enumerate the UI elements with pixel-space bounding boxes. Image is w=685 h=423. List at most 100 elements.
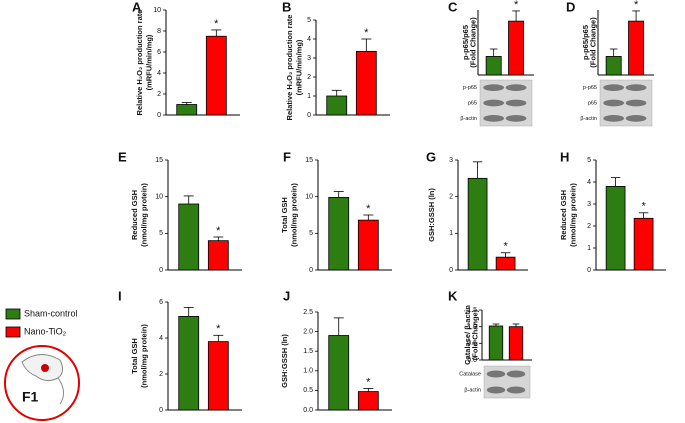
significance-marker: *: [641, 201, 646, 213]
bar: [207, 341, 229, 411]
blot-band: [483, 99, 505, 107]
bar: [207, 240, 229, 271]
chart-panel: K Catalase/ β-actin(Fold Change)0.0 0.5 1.0…: [448, 288, 532, 399]
y-tick-label: 15: [305, 157, 313, 164]
error-bar: [492, 323, 500, 326]
bar: [605, 56, 622, 76]
y-axis-label: Total GSH: [280, 197, 289, 233]
blot-band: [505, 99, 527, 107]
error-bar: [213, 334, 224, 342]
significance-marker: *: [514, 0, 519, 11]
y-tick-label: 5: [159, 230, 163, 237]
error-bar: [181, 102, 192, 105]
y-tick-label: 2: [157, 91, 161, 98]
y-tick-label: 1.0: [467, 324, 477, 331]
y-tick-label: 1: [449, 230, 453, 237]
bar: [467, 177, 488, 271]
chart-panel: J GSH:GSSH (ln) 0.0 0.5 1.0 1.5 2.0 2.5 *: [280, 288, 392, 414]
bar: [633, 217, 654, 271]
error-bar: [211, 29, 222, 37]
y-axis-label: Reduced GSH: [559, 190, 568, 240]
chart-panel: F Total GSH (nmol/mg protein) 0 5 10 15 *: [280, 149, 392, 274]
chart-panel: H Reduced GSH (nmol/mg protein) 0 1 2 3 4 5 *: [559, 149, 666, 274]
blot-band: [505, 114, 527, 122]
error-bar: [363, 388, 374, 392]
significance-marker: *: [216, 225, 221, 237]
panel-letter: J: [283, 288, 290, 303]
y-axis-label: (nmol/mg protein): [139, 324, 148, 388]
y-tick-label: 2: [587, 223, 591, 230]
y-tick-label: 4: [307, 36, 311, 43]
blot-band: [625, 99, 647, 107]
error-bar: [632, 10, 640, 22]
blot-label: p-p65: [463, 85, 477, 91]
y-tick-label: 1: [587, 245, 591, 252]
bar: [178, 203, 200, 271]
y-tick-label: 1: [307, 93, 311, 100]
y-tick-label: 0.0: [467, 357, 477, 364]
blot-label: β-actin: [460, 116, 477, 122]
blot-band: [483, 114, 505, 122]
blot-band: [603, 84, 625, 92]
y-axis-label: (mRFU/min/mg): [144, 34, 153, 90]
error-bar: [609, 48, 618, 57]
bar: [326, 95, 348, 116]
chart-panel: G GSH:GSSH (ln) 0 1 2 3 *: [426, 149, 528, 274]
significance-marker: *: [366, 376, 371, 388]
significance-marker: *: [216, 323, 221, 335]
error-bar: [610, 177, 621, 187]
blot-label: p65: [588, 100, 597, 106]
y-axis-label: (nmol/mg protein): [289, 183, 298, 247]
y-tick-label: 2: [307, 74, 311, 81]
panel-letter: I: [118, 288, 122, 303]
y-tick-label: 4: [159, 335, 163, 342]
error-bar: [472, 161, 483, 179]
y-tick-label: 5: [307, 17, 311, 24]
y-tick-label: 0: [307, 112, 311, 119]
blot-band: [603, 114, 625, 122]
bar: [205, 35, 227, 116]
chart-panel: I Total GSH (nmol/mg protein) 0 2 4 6 *: [118, 288, 242, 414]
blot-band: [625, 84, 647, 92]
significance-marker: *: [366, 203, 371, 215]
y-tick-label: 1.5: [303, 348, 313, 355]
blot-label: β-actin: [580, 116, 597, 122]
bar: [485, 56, 502, 76]
error-bar: [363, 214, 374, 221]
y-tick-label: 0: [157, 112, 161, 119]
bar: [628, 20, 645, 76]
bar: [495, 256, 516, 271]
error-bar: [361, 38, 372, 52]
legend-swatch: [5, 326, 21, 338]
y-tick-label: 2: [159, 371, 163, 378]
y-tick-label: 4: [157, 70, 161, 77]
error-bar: [512, 323, 520, 327]
bar: [176, 104, 198, 116]
bar: [605, 185, 626, 271]
y-tick-label: 3: [449, 157, 453, 164]
blot-band: [603, 99, 625, 107]
blot-label: p65: [468, 100, 477, 106]
y-axis-label: (Fold Change): [588, 17, 597, 68]
legend: Sham-control Nano-TiO₂: [5, 308, 78, 338]
y-axis-label: GSH:GSSH (ln): [427, 188, 436, 242]
error-bar: [213, 236, 224, 241]
error-bar: [183, 306, 194, 317]
blot-band: [506, 386, 526, 394]
bar: [488, 325, 504, 361]
y-axis-label: p-p65/p65: [461, 25, 470, 60]
y-tick-label: 0: [449, 267, 453, 274]
y-tick-label: 3: [587, 201, 591, 208]
y-tick-label: 1.5: [467, 307, 477, 314]
badge-label: F1: [22, 389, 39, 405]
y-tick-label: 10: [153, 7, 161, 14]
y-tick-label: 8: [157, 28, 161, 35]
y-axis-label: Catalase/ β-actin: [463, 305, 472, 365]
significance-marker: *: [364, 27, 369, 39]
y-axis-label: Relative H₂O₂ production rate: [135, 10, 144, 116]
bar: [355, 50, 377, 116]
y-tick-label: 2: [449, 194, 453, 201]
